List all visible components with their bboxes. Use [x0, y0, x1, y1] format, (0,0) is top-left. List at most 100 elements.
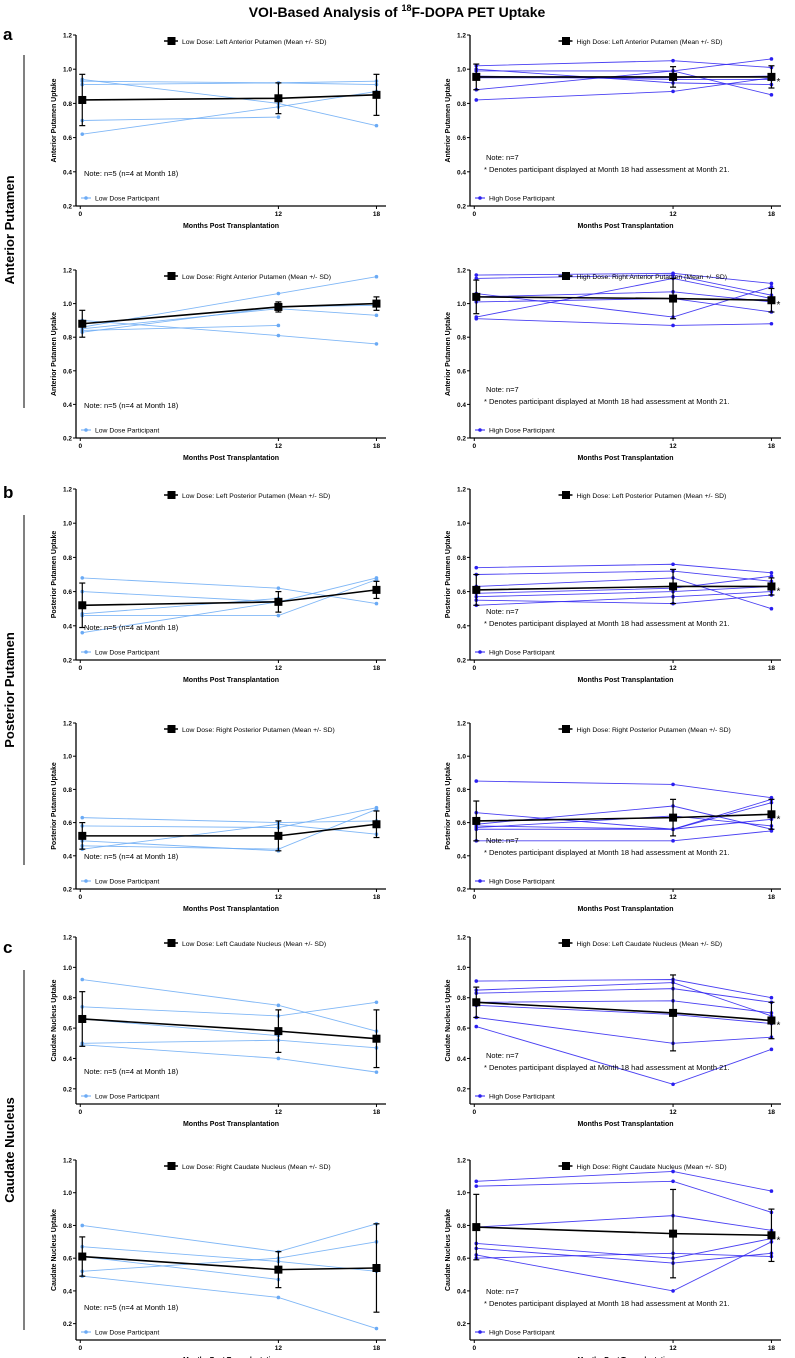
- x-axis-label: Months Post Transplantation: [577, 455, 673, 462]
- participant-line: [476, 58, 772, 91]
- y-tick-label: 0.2: [63, 658, 72, 665]
- chart-panel-2: 0.2 0.4 0.6 0.8 1.0 1.2 0 12 18 Months Post Trans…: [445, 33, 781, 230]
- x-axis-label: Months Post Transplantation: [577, 1121, 673, 1128]
- mean-legend-marker: [167, 939, 176, 947]
- participant-legend-marker: [84, 650, 88, 654]
- x-tick-label: 0: [472, 1345, 476, 1352]
- mean-marker: [78, 1252, 87, 1261]
- y-tick-label: 1.0: [63, 521, 72, 528]
- mean-marker: [472, 585, 481, 594]
- participant-point: [276, 1056, 281, 1061]
- asterisk-marker: *: [776, 586, 780, 597]
- x-tick-label: 12: [669, 894, 677, 901]
- y-tick-label: 0.2: [457, 658, 466, 665]
- x-tick-label: 0: [78, 443, 82, 450]
- participant-legend-label: High Dose Participant: [489, 196, 555, 203]
- participant-line: [82, 1256, 279, 1280]
- x-tick-label: 12: [275, 1345, 283, 1352]
- chart-title: Low Dose: Left Anterior Putamen (Mean +/…: [182, 39, 327, 46]
- participant-line: [82, 82, 377, 86]
- chart-panel-9: 0.2 0.4 0.6 0.8 1.0 1.2 0 12 18 Months Post Trans…: [51, 935, 386, 1128]
- participant-point: [80, 977, 85, 982]
- participant-legend-label: Low Dose Participant: [95, 428, 159, 435]
- figure-title: VOI-Based Analysis of 18F-DOPA PET Uptak…: [249, 3, 546, 20]
- x-tick-label: 18: [768, 1109, 776, 1116]
- mean-line: [82, 1255, 377, 1271]
- mean-marker: [669, 813, 678, 822]
- y-tick-label: 0.6: [457, 135, 466, 142]
- asterisk-marker: *: [776, 814, 780, 825]
- mean-marker: [669, 1229, 678, 1238]
- participant-line: [82, 80, 377, 84]
- participant-point: [276, 291, 281, 296]
- participant-legend-label: Low Dose Participant: [95, 1330, 159, 1337]
- x-tick-label: 0: [472, 443, 476, 450]
- mean-line: [476, 1226, 772, 1237]
- chart-title: High Dose: Right Posterior Putamen (Mean…: [577, 727, 731, 734]
- participant-point: [671, 562, 675, 567]
- mean-marker: [274, 302, 283, 311]
- asterisk-marker: *: [776, 77, 780, 88]
- y-tick-label: 0.8: [457, 787, 466, 794]
- y-tick-label: 1.0: [63, 754, 72, 761]
- x-tick-label: 18: [373, 1345, 381, 1352]
- participant-point: [374, 313, 379, 318]
- participant-point: [671, 782, 675, 787]
- x-tick-label: 18: [768, 894, 776, 901]
- participant-legend-label: High Dose Participant: [489, 428, 555, 435]
- mean-marker: [472, 72, 481, 81]
- note-text: * Denotes participant displayed at Month…: [484, 1299, 730, 1308]
- participant-point: [474, 276, 479, 281]
- y-tick-label: 1.0: [457, 521, 466, 528]
- y-tick-label: 0.4: [63, 853, 72, 860]
- participant-line: [82, 79, 377, 127]
- mean-marker: [472, 816, 481, 825]
- participant-point: [671, 273, 675, 277]
- y-tick-label: 0.4: [63, 623, 72, 630]
- x-tick-label: 12: [275, 211, 283, 218]
- chart-panel-10: 0.2 0.4 0.6 0.8 1.0 1.2 0 12 18 Months Post Trans…: [445, 935, 781, 1128]
- participant-legend-label: High Dose Participant: [489, 650, 555, 657]
- asterisk-marker: *: [776, 1235, 780, 1246]
- chart-title: High Dose: Left Posterior Putamen (Mean …: [577, 493, 727, 500]
- participant-line: [82, 840, 279, 852]
- y-tick-label: 0.6: [457, 820, 466, 827]
- y-tick-label: 0.2: [457, 887, 466, 894]
- mean-marker: [372, 299, 381, 308]
- mean-marker: [472, 998, 481, 1007]
- y-tick-label: 0.4: [457, 1056, 466, 1063]
- y-tick-label: 1.0: [457, 67, 466, 74]
- participant-line: [476, 70, 772, 96]
- x-tick-label: 0: [78, 1345, 82, 1352]
- y-axis-label: Posterior Putamen Uptake: [445, 762, 452, 850]
- participant-point: [276, 1295, 281, 1300]
- mean-marker: [274, 831, 283, 840]
- participant-point: [769, 1189, 774, 1193]
- y-tick-label: 1.2: [63, 721, 72, 728]
- note-text: Note: n=7: [486, 1051, 519, 1060]
- mean-marker: [78, 601, 87, 610]
- chart-title: Low Dose: Right Caudate Nucleus (Mean +/…: [182, 1164, 331, 1171]
- y-tick-label: 0.6: [63, 1026, 72, 1033]
- chart-title: High Dose: Right Anterior Putamen (Mean …: [577, 274, 728, 281]
- y-tick-label: 1.2: [63, 1158, 72, 1165]
- mean-marker: [78, 319, 87, 328]
- y-tick-label: 1.0: [63, 965, 72, 972]
- mean-marker: [274, 597, 283, 606]
- x-tick-label: 18: [373, 894, 381, 901]
- participant-line: [476, 1180, 772, 1213]
- y-tick-label: 1.0: [457, 754, 466, 761]
- participant-point: [671, 1169, 675, 1174]
- x-tick-label: 0: [472, 665, 476, 672]
- y-tick-label: 0.8: [63, 1223, 72, 1230]
- asterisk-marker: *: [776, 1021, 780, 1032]
- x-tick-label: 0: [472, 894, 476, 901]
- participant-point: [769, 93, 774, 97]
- mean-marker: [78, 831, 87, 840]
- y-tick-label: 0.4: [457, 1288, 466, 1295]
- chart-title: High Dose: Right Caudate Nucleus (Mean +…: [577, 1164, 727, 1171]
- participant-point: [769, 285, 774, 289]
- note-text: Note: n=7: [486, 153, 519, 162]
- chart-panel-3: 0.2 0.4 0.6 0.8 1.0 1.2 0 12 18 Months Post Trans…: [51, 268, 386, 462]
- participant-point: [671, 58, 675, 63]
